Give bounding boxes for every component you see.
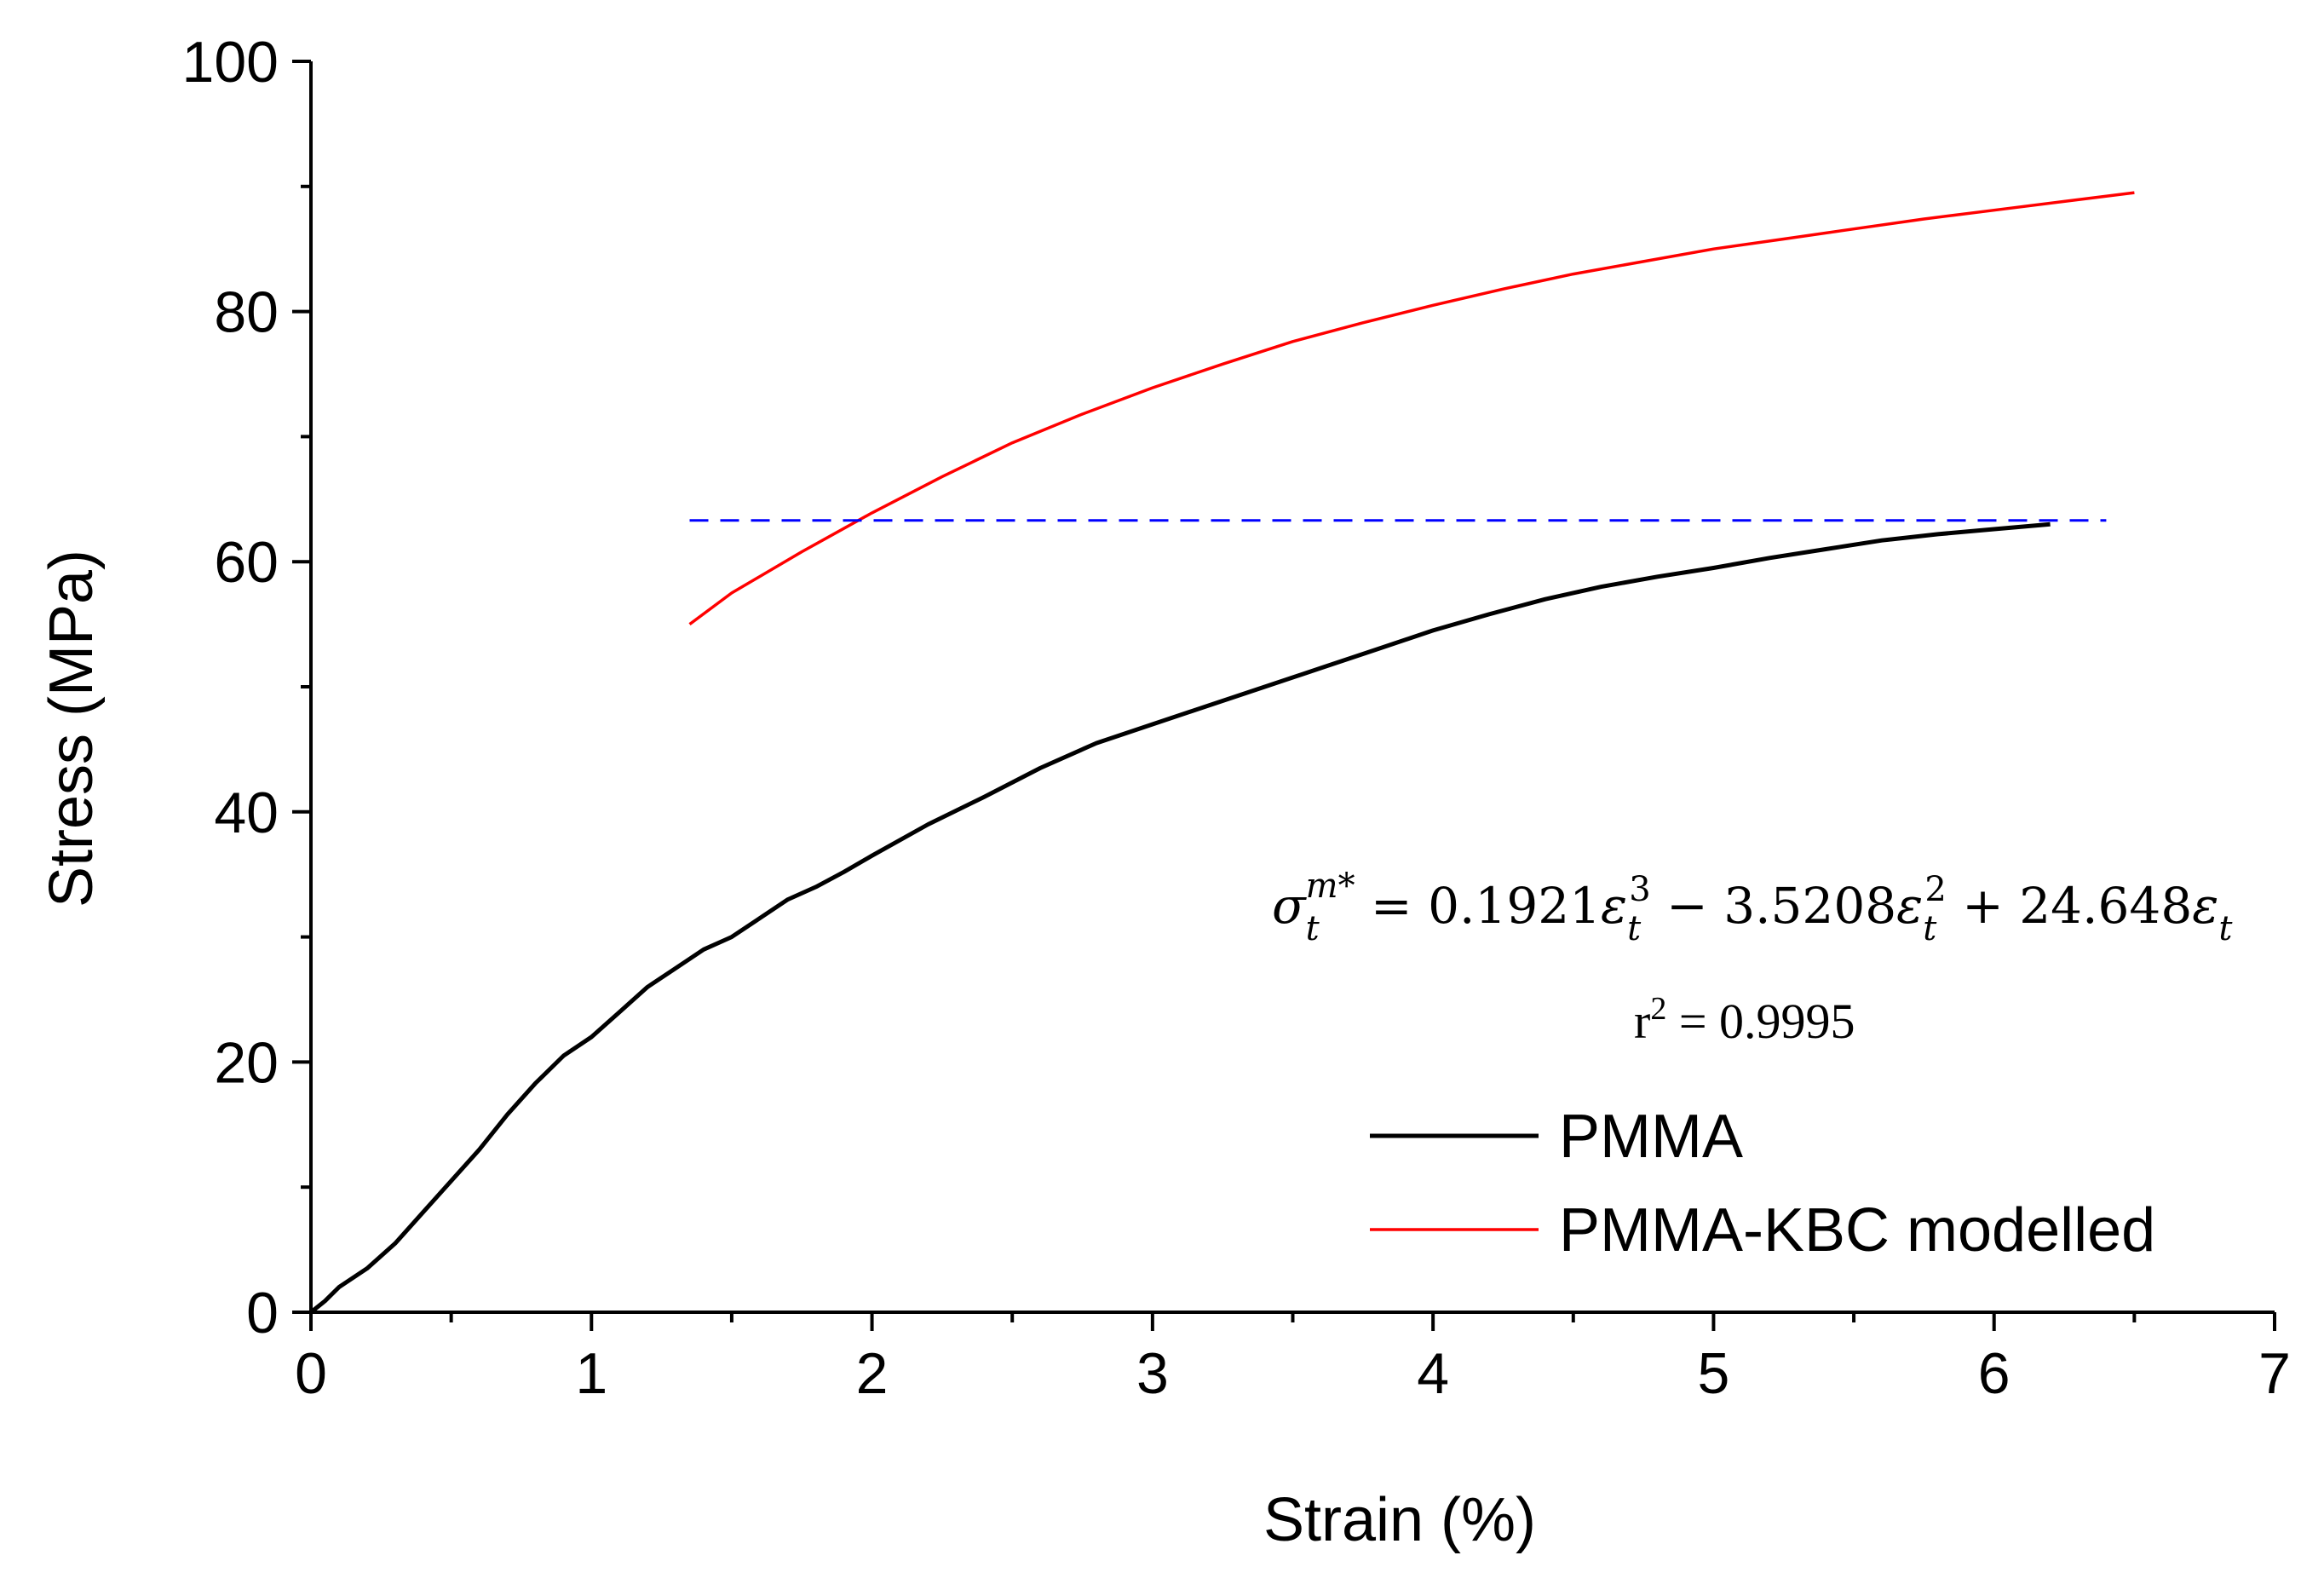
legend-label-pmma-kbc: PMMA-KBC modelled — [1559, 1196, 2155, 1265]
legend: PMMA PMMA-KBC modelled — [1370, 1103, 2155, 1265]
x-tick-label: 3 — [1136, 1341, 1169, 1406]
y-tick-label: 100 — [182, 30, 279, 95]
fit-equation: σtm* = 0.1921εt3 − 3.5208εt2 + 24.648εt — [1272, 867, 2233, 948]
pmma-series-line — [309, 521, 2051, 1314]
x-tick-label: 0 — [295, 1341, 327, 1406]
x-tick-label: 1 — [575, 1341, 607, 1406]
y-axis-title: Stress (MPa) — [37, 550, 106, 907]
x-tick-label: 6 — [1978, 1341, 2010, 1406]
pmma-kbc-modelled-series-line — [688, 191, 2135, 626]
axes: 0 1 2 3 4 5 6 7 0 20 40 60 80 100 — [182, 30, 2291, 1406]
x-axis-title: Strain (%) — [1263, 1486, 1536, 1554]
y-tick-label: 80 — [214, 280, 279, 345]
y-tick-label: 20 — [214, 1030, 279, 1095]
x-tick-label: 7 — [2258, 1341, 2291, 1406]
series-layer — [309, 191, 2135, 1314]
x-tick-label: 2 — [856, 1341, 889, 1406]
r-squared: r2 = 0.9995 — [1634, 991, 1855, 1049]
x-tick-label: 4 — [1417, 1341, 1449, 1406]
x-tick-label: 5 — [1698, 1341, 1730, 1406]
y-tick-label: 0 — [246, 1281, 279, 1345]
y-tick-label: 60 — [214, 530, 279, 595]
legend-label-pmma: PMMA — [1559, 1103, 1743, 1171]
y-tick-label: 40 — [214, 781, 279, 845]
